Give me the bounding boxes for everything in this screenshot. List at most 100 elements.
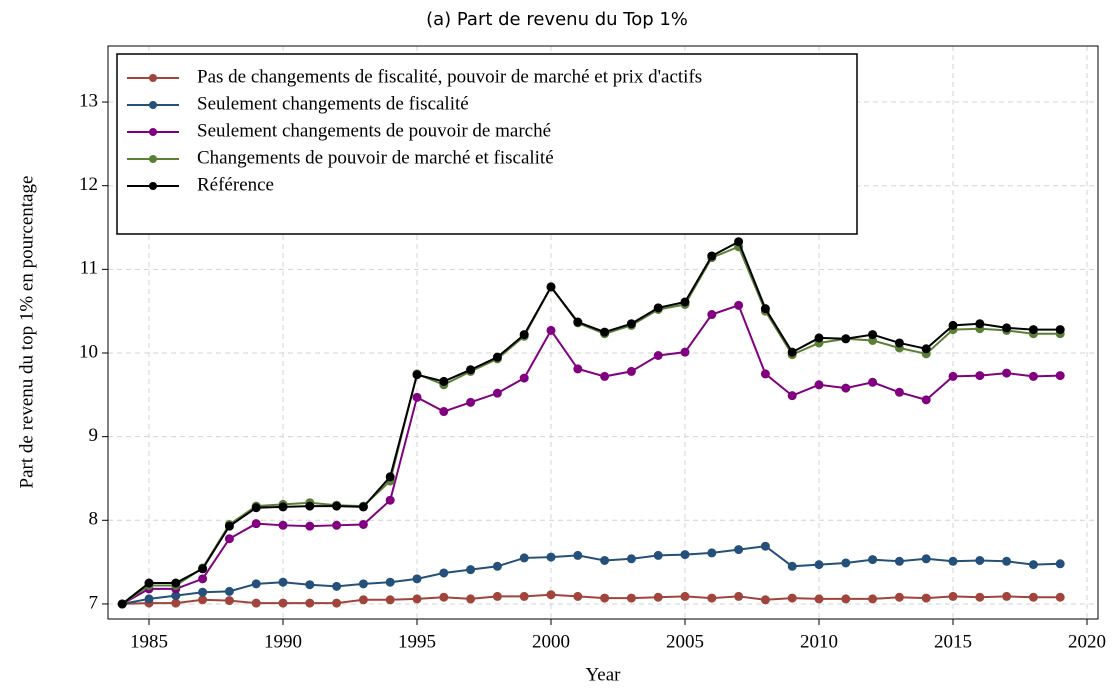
data-point — [760, 304, 770, 314]
data-point — [358, 595, 368, 605]
data-point — [278, 502, 288, 512]
data-point — [171, 598, 181, 608]
data-point — [251, 579, 261, 589]
data-point — [868, 555, 878, 565]
data-point — [1028, 592, 1038, 602]
data-point — [814, 560, 824, 570]
data-point — [653, 550, 663, 560]
data-point — [412, 574, 422, 584]
data-point — [626, 319, 636, 329]
x-axis-label: Year — [585, 664, 621, 685]
y-tick-label: 7 — [89, 592, 99, 613]
x-tick-label: 2015 — [934, 631, 972, 652]
data-point — [760, 369, 770, 379]
data-point — [546, 590, 556, 600]
data-point — [868, 377, 878, 387]
data-point — [305, 580, 315, 590]
data-point — [787, 347, 797, 357]
data-point — [814, 333, 824, 343]
data-point — [1002, 323, 1012, 333]
data-point — [653, 303, 663, 313]
data-point — [546, 552, 556, 562]
data-point — [921, 395, 931, 405]
data-point — [734, 300, 744, 310]
data-point — [1002, 591, 1012, 601]
data-point — [975, 555, 985, 565]
data-point — [466, 397, 476, 407]
data-point — [171, 578, 181, 588]
data-point — [626, 554, 636, 564]
data-point — [975, 371, 985, 381]
legend-label: Pas de changements de fiscalité, pouvoir… — [197, 66, 702, 87]
data-point — [519, 373, 529, 383]
legend-box — [116, 53, 858, 235]
series-line — [122, 545, 1061, 605]
data-point — [868, 594, 878, 604]
x-tick-label: 2005 — [666, 631, 704, 652]
data-point — [224, 534, 234, 544]
data-point — [1055, 559, 1065, 569]
data-point — [734, 237, 744, 247]
data-point — [358, 502, 368, 512]
legend: Pas de changements de fiscalité, pouvoir… — [116, 53, 858, 235]
data-point — [734, 591, 744, 601]
data-point — [251, 503, 261, 513]
data-point — [439, 592, 449, 602]
data-point — [1002, 556, 1012, 566]
data-point — [546, 282, 556, 292]
data-point — [680, 550, 690, 560]
data-point — [117, 599, 127, 609]
data-point — [466, 565, 476, 575]
data-point — [492, 388, 502, 398]
data-point — [144, 578, 154, 588]
y-tick-label: 9 — [89, 425, 99, 446]
data-point — [385, 595, 395, 605]
data-point — [680, 297, 690, 307]
data-point — [653, 351, 663, 361]
data-point — [734, 545, 744, 555]
legend-marker — [149, 182, 157, 190]
x-tick-label: 1990 — [264, 631, 302, 652]
data-point — [841, 334, 851, 344]
data-point — [358, 579, 368, 589]
data-point — [707, 593, 717, 603]
x-tick-label: 1995 — [398, 631, 436, 652]
series-line — [121, 245, 1061, 605]
legend-label: Changements de pouvoir de marché et fisc… — [197, 147, 554, 168]
data-point — [224, 586, 234, 596]
data-point — [198, 587, 208, 597]
data-point — [1055, 592, 1065, 602]
data-point — [760, 541, 770, 551]
data-point — [224, 596, 234, 606]
data-point — [198, 574, 208, 584]
data-point — [600, 327, 610, 337]
data-point — [894, 338, 904, 348]
data-point — [358, 519, 368, 529]
y-axis-label: Part de revenu du top 1% en pourcentage — [16, 176, 37, 489]
data-point — [573, 550, 583, 560]
data-point — [278, 598, 288, 608]
data-point — [546, 325, 556, 335]
data-point — [224, 521, 234, 531]
data-point — [492, 352, 502, 362]
x-tick-label: 2000 — [532, 631, 570, 652]
x-tick-label: 1985 — [130, 631, 168, 652]
data-point — [385, 577, 395, 587]
data-point — [868, 330, 878, 340]
data-point — [948, 591, 958, 601]
data-point — [707, 310, 717, 320]
data-point — [600, 555, 610, 565]
data-point — [305, 521, 315, 531]
data-point — [707, 548, 717, 558]
data-point — [921, 344, 931, 354]
data-point — [305, 598, 315, 608]
legend-marker — [149, 128, 157, 136]
data-point — [385, 472, 395, 482]
data-point — [439, 568, 449, 578]
data-point — [573, 591, 583, 601]
data-point — [332, 501, 342, 511]
y-tick-label: 10 — [79, 341, 98, 362]
data-point — [707, 251, 717, 261]
x-tick-label: 2010 — [800, 631, 838, 652]
